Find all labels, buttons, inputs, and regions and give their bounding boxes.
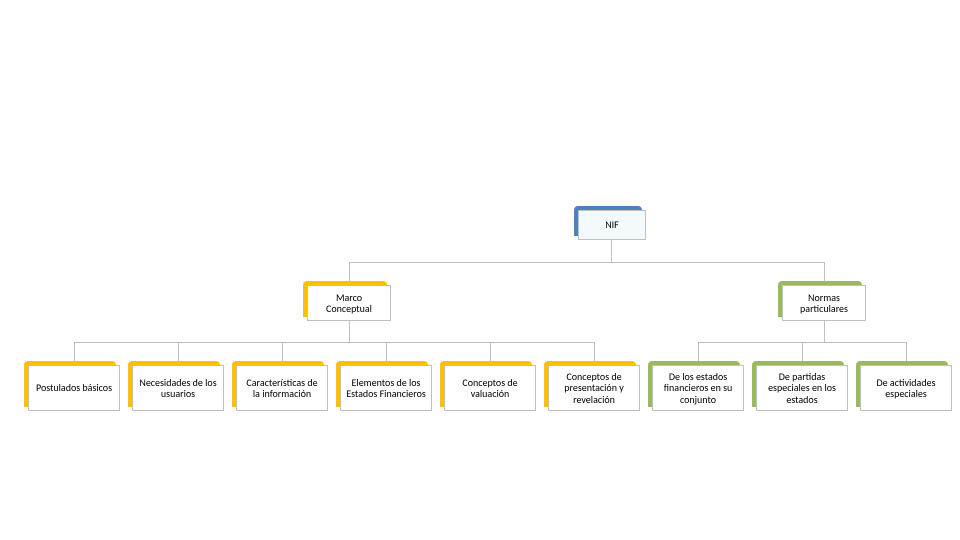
mid-node-normas: Normas particulares (782, 285, 866, 321)
leaf-node: Características de la información (236, 365, 328, 411)
leaf-node: Elementos de los Estados Financieros (340, 365, 432, 411)
leaf-label: Características de la información (242, 377, 322, 400)
connector (386, 342, 387, 362)
leaf-node: Conceptos de valuación (444, 365, 536, 411)
connector (74, 342, 595, 343)
mid-label: Marco Conceptual (313, 292, 385, 315)
connector (349, 321, 350, 342)
connector (74, 342, 75, 362)
mid-node-marco: Marco Conceptual (307, 285, 391, 321)
leaf-label: Postulados básicos (36, 382, 112, 394)
leaf-label: Conceptos de presentación y revelación (554, 371, 634, 406)
connector (594, 342, 595, 362)
connector (611, 240, 612, 262)
root-node: NIF (578, 210, 646, 240)
leaf-label: De actividades especiales (866, 377, 946, 400)
leaf-node: Conceptos de presentación y revelación (548, 365, 640, 411)
connector (824, 321, 825, 342)
leaf-node: Postulados básicos (28, 365, 120, 411)
connector (178, 342, 179, 362)
leaf-label: De partidas especiales en los estados (762, 371, 842, 406)
connector (490, 342, 491, 362)
leaf-label: De los estados financieros en su conjunt… (658, 371, 738, 406)
leaf-label: Necesidades de los usuarios (138, 377, 218, 400)
leaf-label: Conceptos de valuación (450, 377, 530, 400)
leaf-node: De actividades especiales (860, 365, 952, 411)
leaf-node: Necesidades de los usuarios (132, 365, 224, 411)
leaf-node: De partidas especiales en los estados (756, 365, 848, 411)
leaf-node: De los estados financieros en su conjunt… (652, 365, 744, 411)
root-label: NIF (605, 219, 619, 231)
connector (282, 342, 283, 362)
connector (906, 342, 907, 362)
connector (824, 262, 825, 282)
connector (698, 342, 699, 362)
connector (349, 262, 825, 263)
mid-label: Normas particulares (788, 292, 860, 315)
org-chart: NIF Marco Conceptual Normas particulares… (0, 0, 960, 540)
leaf-label: Elementos de los Estados Financieros (346, 377, 426, 400)
connector (349, 262, 350, 282)
connector (802, 342, 803, 362)
